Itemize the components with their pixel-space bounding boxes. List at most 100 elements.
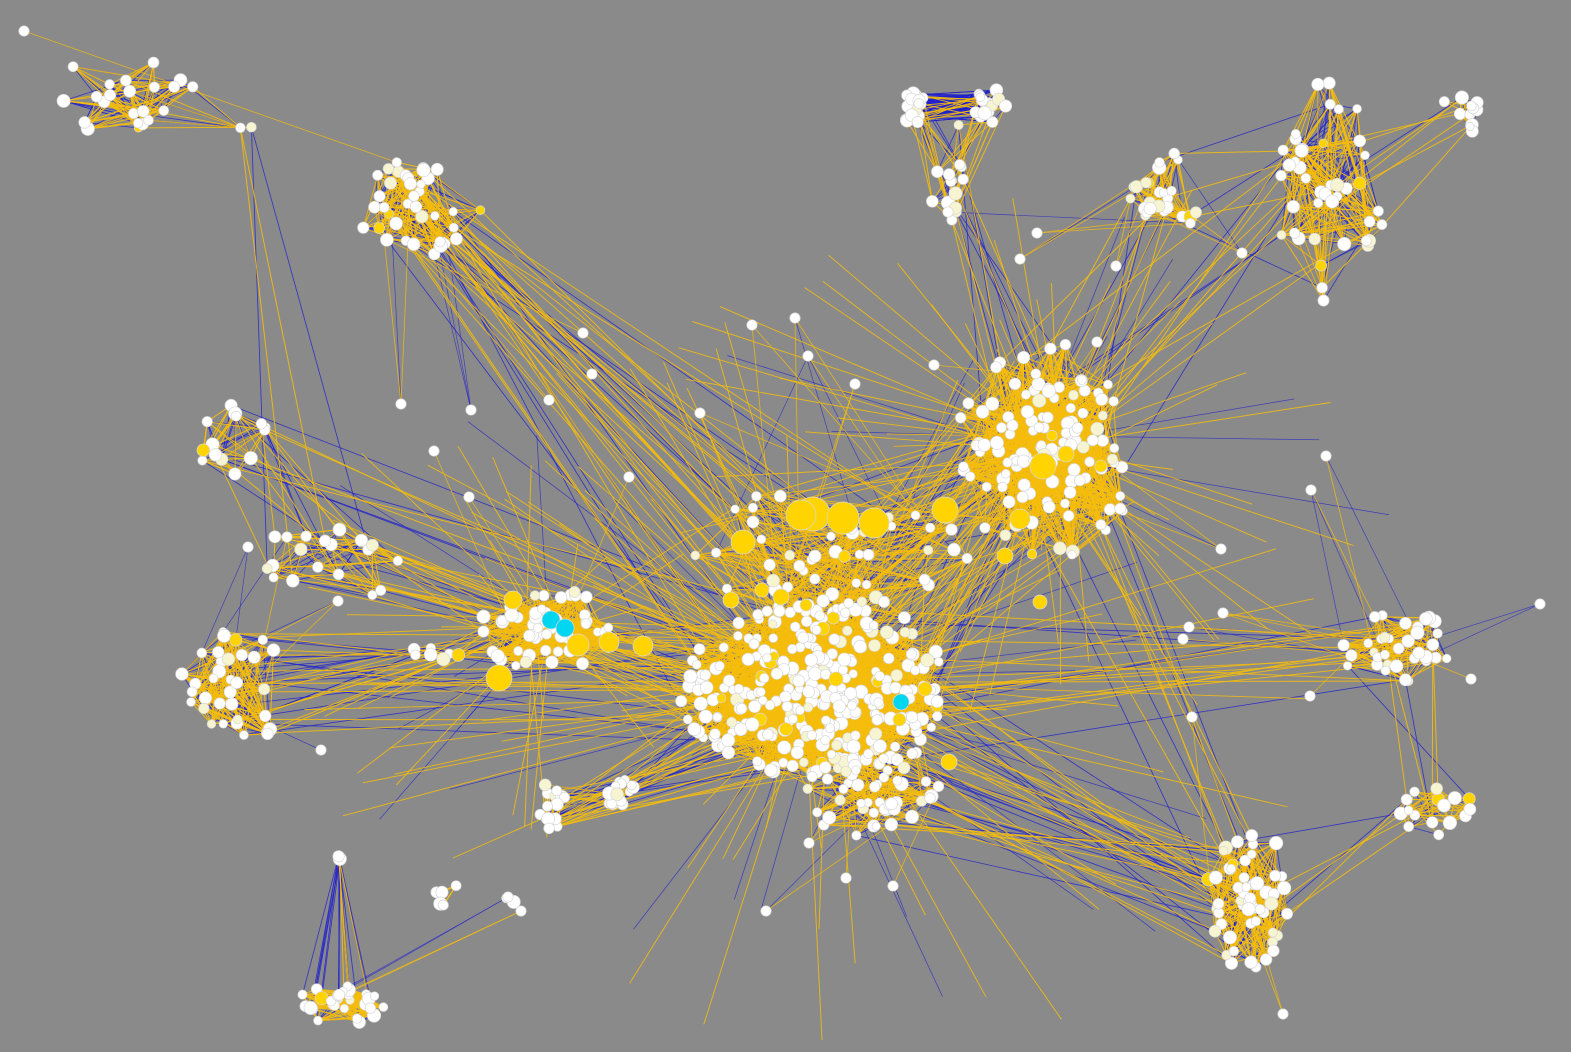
- graph-node[interactable]: [511, 660, 521, 671]
- graph-node[interactable]: [926, 722, 936, 732]
- graph-node[interactable]: [675, 695, 688, 708]
- graph-node-isolated[interactable]: [543, 394, 555, 406]
- graph-node[interactable]: [123, 84, 137, 98]
- graph-node[interactable]: [925, 522, 936, 533]
- graph-node[interactable]: [1046, 430, 1058, 442]
- graph-node[interactable]: [850, 730, 861, 741]
- graph-node-isolated[interactable]: [332, 595, 344, 607]
- graph-node-isolated[interactable]: [849, 378, 861, 390]
- graph-node[interactable]: [213, 697, 226, 710]
- graph-node[interactable]: [1315, 259, 1327, 272]
- graph-node[interactable]: [1410, 625, 1425, 640]
- graph-node[interactable]: [568, 586, 581, 598]
- graph-node[interactable]: [1041, 383, 1056, 399]
- graph-node[interactable]: [1032, 393, 1047, 408]
- graph-node[interactable]: [1401, 634, 1415, 648]
- graph-node[interactable]: [808, 549, 822, 563]
- graph-node[interactable]: [1041, 411, 1054, 424]
- graph-node[interactable]: [1392, 642, 1405, 655]
- graph-node-isolated[interactable]: [395, 398, 407, 410]
- graph-node[interactable]: [868, 807, 879, 818]
- graph-node[interactable]: [78, 116, 91, 129]
- graph-node[interactable]: [1241, 882, 1252, 893]
- graph-node[interactable]: [816, 594, 830, 608]
- graph-node[interactable]: [762, 653, 772, 663]
- graph-node[interactable]: [235, 649, 248, 662]
- graph-node[interactable]: [1097, 410, 1108, 421]
- graph-node[interactable]: [709, 728, 721, 740]
- graph-node[interactable]: [1403, 805, 1414, 816]
- graph-node[interactable]: [748, 700, 762, 713]
- graph-node-isolated[interactable]: [18, 25, 30, 37]
- graph-node[interactable]: [687, 722, 702, 736]
- graph-node[interactable]: [1453, 107, 1467, 120]
- graph-node[interactable]: [961, 552, 973, 564]
- graph-node[interactable]: [1269, 869, 1281, 882]
- graph-node[interactable]: [318, 534, 332, 547]
- graph-node[interactable]: [825, 723, 835, 734]
- graph-node[interactable]: [869, 781, 881, 793]
- graph-node[interactable]: [175, 667, 189, 681]
- graph-node[interactable]: [826, 611, 840, 625]
- graph-node[interactable]: [1017, 350, 1031, 365]
- graph-node[interactable]: [802, 685, 815, 698]
- graph-node[interactable]: [537, 604, 547, 614]
- graph-node[interactable]: [1269, 836, 1284, 851]
- graph-node[interactable]: [1432, 628, 1443, 639]
- graph-node[interactable]: [208, 673, 219, 684]
- graph-node[interactable]: [1125, 193, 1136, 204]
- graph-node[interactable]: [1317, 294, 1330, 307]
- graph-node[interactable]: [538, 778, 552, 792]
- graph-node[interactable]: [884, 817, 899, 832]
- graph-node[interactable]: [986, 116, 999, 128]
- graph-node[interactable]: [1246, 849, 1257, 860]
- graph-node[interactable]: [187, 81, 199, 93]
- graph-node-hub[interactable]: [722, 591, 740, 609]
- graph-node-isolated[interactable]: [840, 872, 852, 884]
- graph-node[interactable]: [268, 530, 282, 544]
- graph-node-hub[interactable]: [858, 507, 890, 539]
- graph-node[interactable]: [905, 710, 919, 724]
- graph-node[interactable]: [924, 792, 936, 804]
- graph-node-isolated[interactable]: [694, 407, 706, 419]
- graph-node[interactable]: [403, 177, 418, 191]
- graph-node[interactable]: [1222, 930, 1237, 945]
- graph-node[interactable]: [266, 643, 281, 657]
- graph-node[interactable]: [856, 798, 866, 808]
- graph-node-isolated[interactable]: [1534, 598, 1546, 610]
- graph-node[interactable]: [789, 621, 801, 633]
- graph-node[interactable]: [1063, 486, 1077, 499]
- graph-node[interactable]: [450, 880, 462, 892]
- graph-node-isolated[interactable]: [1110, 260, 1122, 272]
- graph-node[interactable]: [1108, 396, 1119, 407]
- graph-node[interactable]: [851, 578, 862, 588]
- graph-node-isolated[interactable]: [281, 531, 293, 543]
- graph-node-isolated[interactable]: [1177, 633, 1189, 645]
- graph-node[interactable]: [1068, 389, 1079, 401]
- graph-node[interactable]: [1230, 835, 1244, 849]
- graph-node[interactable]: [1430, 782, 1443, 795]
- graph-node-hub[interactable]: [940, 753, 958, 771]
- graph-node[interactable]: [819, 761, 832, 774]
- graph-node[interactable]: [851, 765, 861, 775]
- graph-node[interactable]: [56, 93, 71, 108]
- graph-node-isolated[interactable]: [802, 350, 814, 362]
- graph-node[interactable]: [690, 550, 701, 561]
- graph-node[interactable]: [430, 211, 440, 221]
- graph-node[interactable]: [232, 714, 243, 725]
- graph-node[interactable]: [90, 90, 103, 103]
- graph-node[interactable]: [699, 669, 712, 681]
- graph-node[interactable]: [759, 673, 770, 684]
- graph-node-isolated[interactable]: [760, 905, 772, 917]
- graph-node[interactable]: [1062, 510, 1075, 522]
- graph-node[interactable]: [339, 1003, 350, 1014]
- graph-node[interactable]: [259, 709, 272, 722]
- graph-node-hub[interactable]: [931, 496, 959, 524]
- graph-node[interactable]: [820, 735, 831, 746]
- graph-node[interactable]: [828, 633, 841, 646]
- graph-node[interactable]: [286, 573, 300, 588]
- graph-node[interactable]: [1403, 821, 1415, 832]
- graph-node[interactable]: [1462, 792, 1476, 806]
- graph-node[interactable]: [761, 605, 773, 617]
- graph-node[interactable]: [797, 631, 810, 644]
